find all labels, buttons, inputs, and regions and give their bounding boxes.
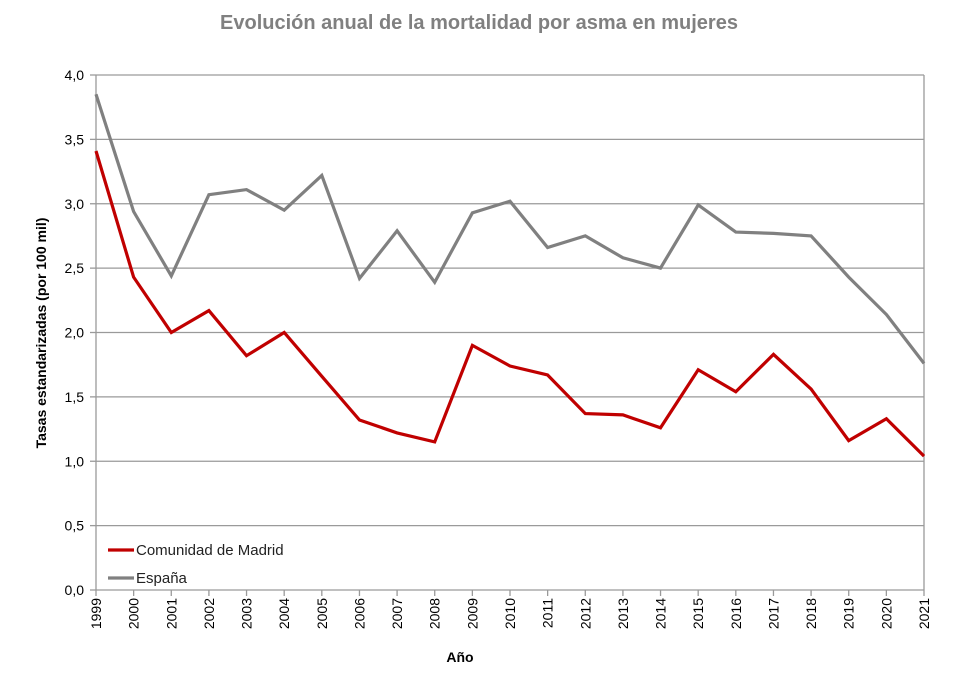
x-tick-label: 2006 [351,598,367,629]
y-axis-title: Tasas estandarizadas (por 100 mil) [33,218,49,449]
y-tick-label: 1,0 [65,453,85,469]
y-tick-label: 3,5 [65,131,85,147]
x-tick-label: 2003 [239,598,255,629]
x-tick-label: 2015 [690,598,706,629]
y-tick-label: 3,0 [65,196,85,212]
x-tick-label: 2020 [878,598,894,629]
y-tick-label: 2,5 [65,260,85,276]
x-tick-label: 2004 [276,598,292,629]
legend-label: España [136,570,188,587]
x-tick-label: 2008 [427,598,443,629]
y-tick-label: 1,5 [65,389,85,405]
x-tick-label: 2011 [540,598,556,628]
x-axis-title: Año [446,649,473,665]
gridlines [96,74,924,527]
x-tick-label: 2013 [615,598,631,629]
y-tick-label: 4,0 [65,67,85,83]
x-tick-label: 2005 [314,598,330,629]
series-line-espana [94,93,926,365]
x-tick-label: 2001 [163,598,179,629]
legend-label: Comunidad de Madrid [136,542,284,559]
x-tick-label: 2007 [389,598,405,629]
x-tick-label: 2021 [916,598,932,629]
legend: Comunidad de Madrid España [108,542,284,587]
x-tick-label: 2019 [841,598,857,629]
x-tick-label: 2012 [577,598,593,629]
y-tick-label: 0,0 [65,582,85,598]
x-tick-label: 2018 [803,598,819,629]
x-tick-label: 2017 [765,598,781,629]
y-tick-labels: 0,0 0,5 1,0 1,5 2,0 2,5 3,0 3,5 4,0 [65,67,85,598]
series-lines [94,93,926,458]
chart-title: Evolución anual de la mortalidad por asm… [220,12,738,34]
x-tick-label: 2014 [653,598,669,629]
x-tick-labels: 1999 2000 2001 2002 2003 2004 2005 2006 2007 2008… [88,598,932,629]
x-tick-label: 2016 [728,598,744,629]
x-tick-label: 2009 [464,598,480,629]
x-tick-label: 2010 [502,598,518,629]
x-tick-label: 2002 [201,598,217,629]
y-tick-label: 0,5 [65,518,85,534]
x-tick-label: 1999 [88,598,104,629]
x-tick-label: 2000 [126,598,142,629]
y-tick-label: 2,0 [65,325,85,341]
axes [90,74,925,596]
series-line-madrid [94,150,926,458]
